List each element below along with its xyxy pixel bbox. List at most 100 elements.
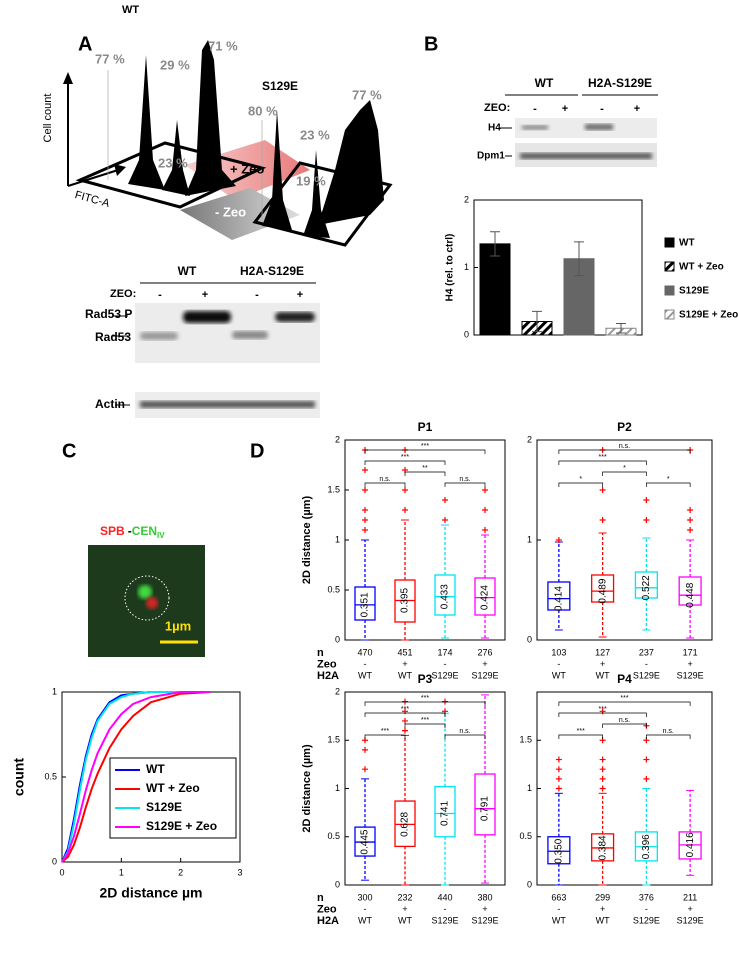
row-value: S129E	[431, 670, 458, 680]
significance-label: n.s.	[459, 728, 470, 735]
significance-bracket	[558, 712, 647, 717]
median-label: 0.522	[641, 575, 652, 600]
significance-label: n.s.	[619, 717, 630, 724]
outlier	[442, 497, 448, 503]
box	[434, 574, 456, 616]
x-tick-label: 0	[59, 867, 64, 877]
outlier	[687, 507, 694, 513]
row-value: S129E	[471, 915, 498, 925]
significance-bracket	[364, 449, 486, 454]
chart-title: P3	[418, 672, 433, 686]
legend-label: S129E + Zeo	[146, 819, 217, 833]
significance-label: *	[579, 476, 582, 483]
row-value: +	[600, 659, 605, 669]
percent-label: 77 %	[95, 51, 125, 66]
western-blot: WT H2A-S129E ZEO: - + - + H4 Dpm1	[477, 76, 658, 167]
outlier	[482, 527, 488, 533]
percent-label: 29 %	[160, 57, 190, 72]
micrograph	[88, 545, 205, 657]
median-label: 0.791	[480, 796, 491, 821]
row-value: WT	[596, 670, 610, 680]
significance-bracket	[404, 723, 446, 728]
median-label: 0.445	[360, 829, 371, 854]
zeo-sign: +	[297, 289, 303, 301]
significance-label: n.s.	[619, 443, 630, 450]
legend-swatch	[664, 237, 675, 248]
row-value: -	[364, 904, 367, 914]
cen-subscript: IV	[157, 531, 165, 540]
y-tick-label: 0	[52, 856, 57, 866]
cen-label: CEN	[132, 524, 157, 538]
legend-swatch	[664, 261, 675, 272]
median-label: 0.416	[685, 832, 696, 857]
y-tick-label: 1.5	[327, 484, 340, 494]
row-value: WT	[358, 670, 372, 680]
significance-bracket	[602, 723, 647, 728]
significance-label: n.s.	[663, 728, 674, 735]
significance-bracket	[404, 471, 446, 476]
percent-label: 19 %	[296, 173, 326, 188]
y-tick-label: 2	[335, 434, 340, 444]
group-label: H2A-S129E	[588, 76, 652, 90]
zeo-sign: -	[255, 289, 259, 301]
zeo-label: - Zeo	[215, 204, 246, 219]
row-label: H2A	[317, 915, 339, 927]
row-value: WT	[398, 670, 412, 680]
legend-swatch	[664, 309, 675, 320]
panel-letter: C	[62, 440, 76, 462]
box	[394, 800, 416, 848]
outlier	[362, 467, 368, 473]
legend-label: WT	[146, 762, 165, 776]
outlier	[555, 766, 562, 773]
y-tick-label: 0	[335, 879, 340, 889]
significance-label: ***	[401, 454, 409, 461]
row-value: -	[364, 659, 367, 669]
legend-label: S129E	[146, 800, 182, 814]
significance-bracket	[558, 460, 647, 465]
outlier	[687, 517, 694, 523]
y-tick-label: 1.5	[327, 735, 340, 745]
significance-bracket	[558, 701, 691, 706]
significance-bracket	[364, 734, 406, 739]
median-label: 0.448	[685, 582, 696, 607]
row-label: Zeo	[317, 903, 337, 915]
outlier	[555, 775, 562, 782]
row-value: +	[482, 659, 487, 669]
bar	[479, 243, 511, 336]
y-tick-label: 0.5	[44, 771, 57, 781]
row-value: -	[557, 659, 560, 669]
x-tick-label: 1	[119, 867, 124, 877]
cdf-line	[61, 691, 211, 863]
outlier	[402, 487, 408, 493]
histogram-illustration	[63, 40, 393, 247]
y-tick-label: 0	[527, 879, 532, 889]
outlier	[643, 517, 650, 523]
y-axis-label: 2D distance (µm)	[301, 496, 313, 585]
box	[547, 836, 571, 865]
median-label: 0.424	[480, 585, 491, 610]
row-value: +	[402, 659, 407, 669]
outlier	[482, 507, 488, 513]
median-label: 0.433	[440, 584, 451, 609]
zeo-sign: -	[158, 289, 162, 301]
spb-label: SPB	[100, 524, 125, 538]
row-value: S129E	[677, 915, 704, 925]
row-value: S129E	[633, 670, 660, 680]
band-label: H4	[488, 123, 501, 134]
y-axis-label: Cell count	[42, 94, 54, 143]
significance-bracket	[364, 701, 486, 706]
outlier	[599, 766, 606, 773]
y-axis-label: 2D distance (µm)	[301, 744, 313, 833]
significance-label: ***	[599, 454, 607, 461]
outlier	[599, 785, 606, 792]
outlier	[599, 775, 606, 782]
row-value: +	[482, 904, 487, 914]
band-label: Actin	[95, 397, 125, 411]
scale-label: 1µm	[165, 618, 191, 633]
median-label: 0.384	[597, 835, 608, 860]
outlier	[362, 746, 368, 753]
outlier	[687, 527, 694, 533]
y-tick-label: 0.5	[327, 831, 340, 841]
legend-swatch	[664, 285, 675, 296]
